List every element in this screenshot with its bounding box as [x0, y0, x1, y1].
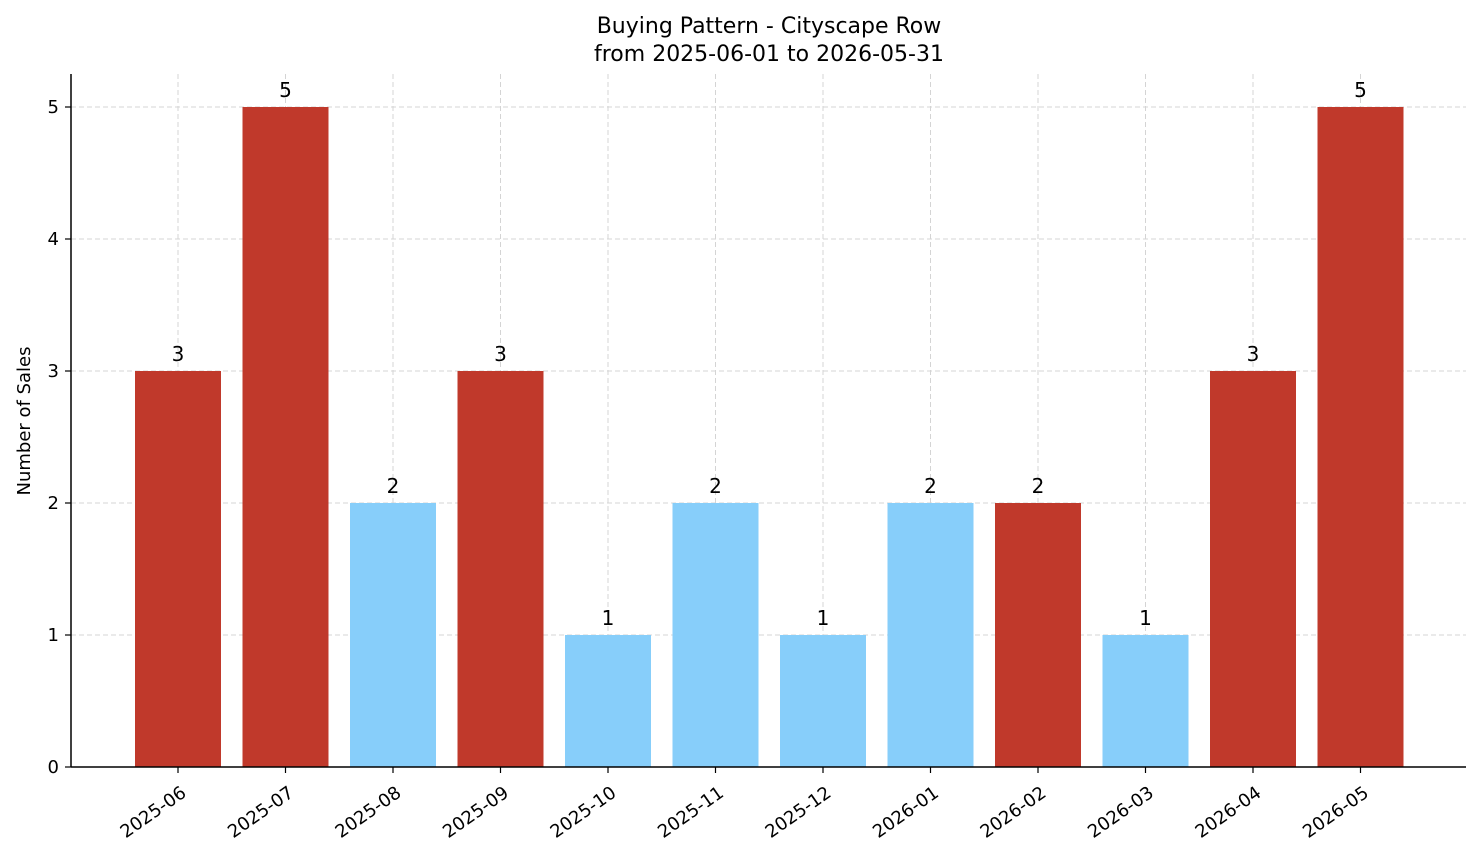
- bar-2026-05: [1317, 107, 1404, 767]
- data-label-2025-12: 1: [817, 606, 830, 630]
- data-label-2025-06: 3: [172, 342, 185, 366]
- y-tick-label-1: 1: [48, 625, 59, 646]
- chart-title-line-1: Buying Pattern - Cityscape Row: [597, 14, 942, 39]
- y-tick-label-4: 4: [48, 229, 59, 250]
- x-tick-label-2025-09: 2025-09: [439, 782, 513, 842]
- x-tick-label-2026-03: 2026-03: [1084, 782, 1158, 842]
- chart-title-line-2: from 2025-06-01 to 2026-05-31: [594, 42, 944, 67]
- data-label-2026-05: 5: [1354, 78, 1367, 102]
- data-label-2025-11: 2: [709, 474, 722, 498]
- x-tick-label-2025-08: 2025-08: [332, 782, 406, 842]
- y-tick-label-3: 3: [48, 361, 59, 382]
- bars: [135, 107, 1404, 767]
- x-tick-label-2025-10: 2025-10: [547, 782, 621, 842]
- data-label-2025-08: 2: [387, 474, 400, 498]
- bar-2025-10: [565, 635, 651, 767]
- x-axis-ticks: 2025-06 2025-07 2025-08 2025-09 2025-10 2025-…: [117, 767, 1373, 843]
- data-label-2025-09: 3: [494, 342, 507, 366]
- bar-2025-12: [780, 635, 866, 767]
- x-tick-label-2026-02: 2026-02: [977, 782, 1051, 842]
- y-tick-label-0: 0: [48, 757, 59, 778]
- y-tick-label-2: 2: [48, 493, 59, 514]
- axes: [70, 74, 1466, 768]
- x-tick-label-2025-07: 2025-07: [224, 782, 298, 842]
- bar-2025-11: [672, 503, 759, 767]
- bar-2026-03: [1102, 635, 1189, 767]
- bar-2026-04: [1210, 371, 1296, 767]
- bar-2025-06: [135, 371, 221, 767]
- x-tick-label-2025-11: 2025-11: [654, 782, 728, 842]
- x-tick-label-2026-01: 2026-01: [869, 782, 943, 842]
- data-label-2026-03: 1: [1139, 606, 1152, 630]
- data-labels: 3 5 2 3 1 2 1 2 2 1 3 5: [172, 78, 1367, 630]
- x-tick-label-2025-12: 2025-12: [762, 782, 836, 842]
- bar-2025-09: [457, 371, 544, 767]
- y-axis-label: Number of Sales: [14, 346, 35, 495]
- x-tick-label-2026-04: 2026-04: [1192, 782, 1266, 842]
- y-axis-ticks: 0 1 2 3 4 5: [48, 97, 71, 778]
- data-label-2025-07: 5: [279, 78, 292, 102]
- data-label-2026-04: 3: [1247, 342, 1260, 366]
- y-tick-label-5: 5: [48, 97, 59, 118]
- x-tick-label-2026-05: 2026-05: [1299, 782, 1373, 842]
- chart-title: Buying Pattern - Cityscape Row from 2025…: [594, 14, 944, 67]
- bar-2025-07: [242, 107, 329, 767]
- data-label-2026-01: 2: [924, 474, 937, 498]
- data-label-2026-02: 2: [1032, 474, 1045, 498]
- bar-2026-02: [995, 503, 1081, 767]
- bar-2026-01: [887, 503, 974, 767]
- bar-2025-08: [350, 503, 436, 767]
- data-label-2025-10: 1: [602, 606, 615, 630]
- x-tick-label-2025-06: 2025-06: [117, 782, 191, 842]
